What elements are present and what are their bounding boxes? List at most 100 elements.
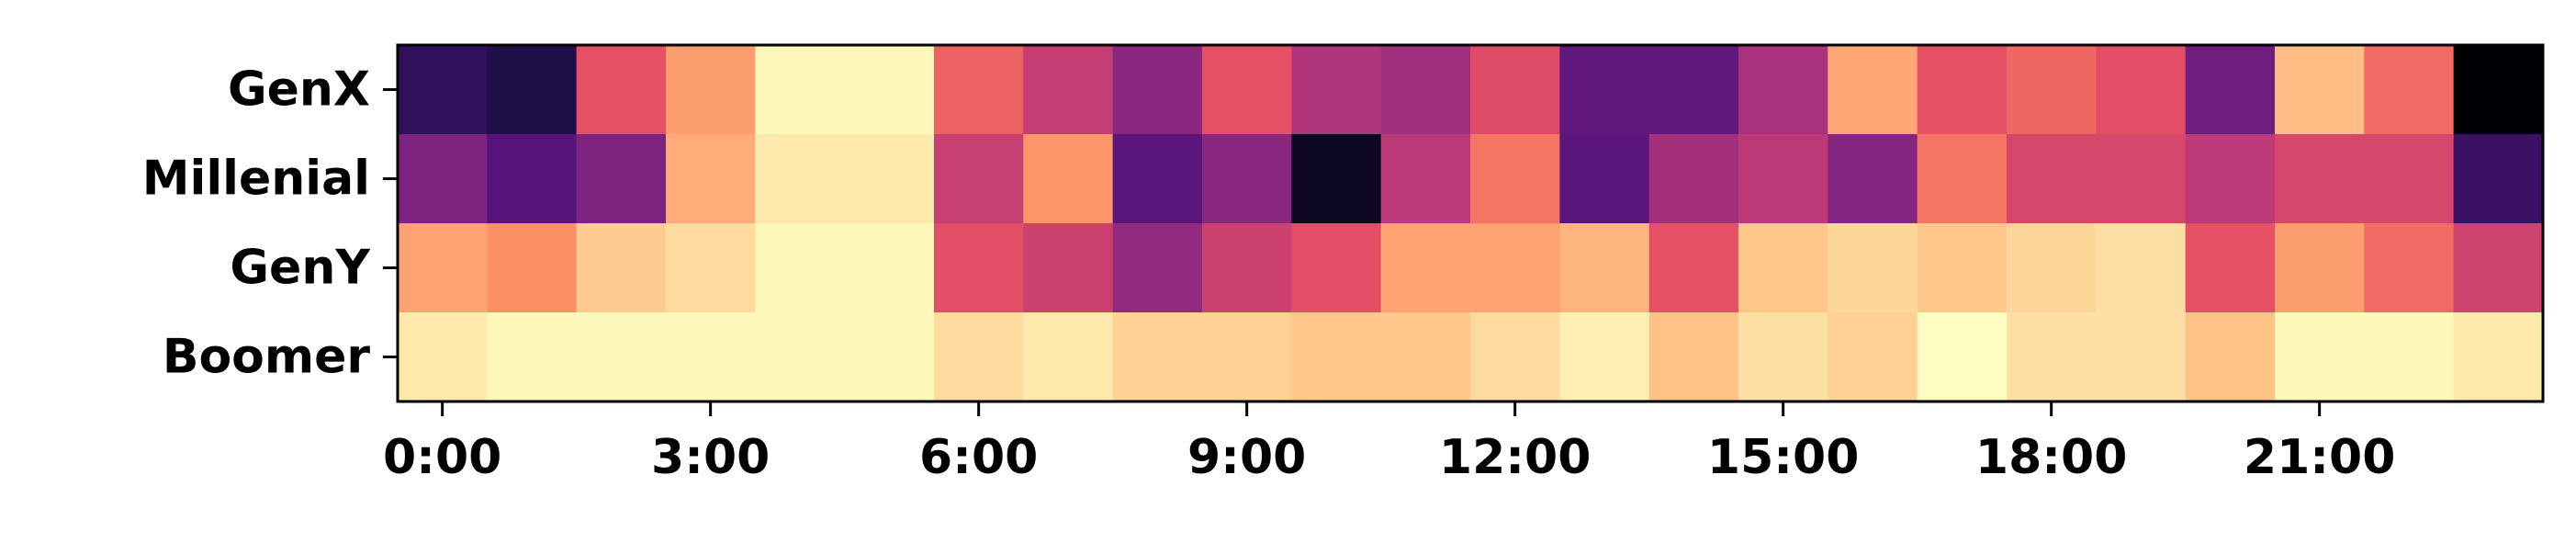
heatmap-cell [844,312,935,402]
heatmap-cell [1648,134,1739,224]
heatmap-cell [1291,134,1382,224]
heatmap-cell [1648,312,1739,402]
heatmap-cell [2275,45,2365,135]
heatmap-cell [1380,134,1471,224]
x-tick-label: 9:00 [1187,430,1306,485]
heatmap-cell [1291,312,1382,402]
heatmap-cell [1470,45,1560,135]
x-tick-label: 3:00 [651,430,770,485]
heatmap-cell [934,45,1024,135]
heatmap-cell [1648,45,1739,135]
heatmap-cell [2453,134,2544,224]
heatmap-cell [2275,223,2365,313]
heatmap-cell [2007,45,2097,135]
heatmap-cell [666,45,756,135]
x-tick-label: 21:00 [2244,430,2396,485]
heatmap-cell [2275,134,2365,224]
heatmap-cell [1380,223,1471,313]
x-tick-label: 12:00 [1439,430,1592,485]
heatmap-cell [1023,134,1114,224]
heatmap-cell [2364,223,2455,313]
heatmap-cell [1828,134,1918,224]
x-tick-label: 0:00 [383,430,501,485]
y-axis: GenX Millenial GenY Boomer [142,62,398,385]
heatmap-cell [487,223,578,313]
heatmap-cell [755,223,846,313]
heatmap-cell [2096,134,2187,224]
heatmap-cell [1470,312,1560,402]
heatmap-cell [398,312,488,402]
heatmap-cell [1648,223,1739,313]
heatmap-cell [2185,134,2276,224]
x-tick-label: 15:00 [1707,430,1860,485]
heatmap-cell [1202,223,1292,313]
heatmap-cell [1202,134,1292,224]
heatmap-cell [2007,312,2097,402]
heatmap-cell [1738,45,1828,135]
x-axis: 0:00 3:00 6:00 9:00 12:00 15:00 18:00 21:00 [383,401,2395,485]
heatmap-cell [1202,45,1292,135]
heatmap-cell [1023,223,1114,313]
heatmap-cell [666,134,756,224]
heatmap-cell [1380,312,1471,402]
heatmap-cell [576,134,667,224]
heatmap-cell [844,134,935,224]
heatmap-cell [1828,223,1918,313]
heatmap-cell [1917,312,2008,402]
heatmap-cell [1917,134,2008,224]
heatmap-cell [1917,223,2008,313]
heatmap-cells [398,45,2544,402]
heatmap-cell [755,45,846,135]
heatmap-cell [666,312,756,402]
heatmap-cell [2096,45,2187,135]
x-tick-label: 6:00 [919,430,1038,485]
heatmap-cell [487,312,578,402]
heatmap-cell [487,45,578,135]
heatmap-cell [666,223,756,313]
heatmap-cell [576,312,667,402]
heatmap-cell [1202,312,1292,402]
heatmap-cell [1559,312,1650,402]
y-tick-label: GenY [230,241,371,296]
heatmap-cell [934,134,1024,224]
heatmap-cell [398,45,488,135]
heatmap-cell [1112,45,1203,135]
heatmap-cell [1023,45,1114,135]
heatmap-cell [1470,223,1560,313]
heatmap-cell [1559,223,1650,313]
y-tick-label: Boomer [163,330,371,385]
heatmap-cell [1738,312,1828,402]
heatmap-cell [755,134,846,224]
heatmap-cell [1112,134,1203,224]
heatmap-cell [1738,134,1828,224]
heatmap-cell [2007,223,2097,313]
heatmap-cell [2096,223,2187,313]
heatmap-cell [1917,45,2008,135]
heatmap-cell [1291,223,1382,313]
heatmap-cell [1828,312,1918,402]
heatmap-cell [398,134,488,224]
heatmap-cell [1738,223,1828,313]
x-tick-label: 18:00 [1975,430,2128,485]
heatmap-cell [1470,134,1560,224]
heatmap-cell [576,223,667,313]
y-tick-label: Millenial [142,152,370,207]
heatmap-cell [1828,45,1918,135]
heatmap-cell [2275,312,2365,402]
heatmap-cell [1112,312,1203,402]
heatmap-cell [1380,45,1471,135]
heatmap-cell [2453,223,2544,313]
heatmap-cell [2007,134,2097,224]
heatmap-cell [2364,312,2455,402]
heatmap-cell [2185,45,2276,135]
heatmap-cell [2453,312,2544,402]
heatmap-cell [1559,45,1650,135]
heatmap-cell [934,223,1024,313]
heatmap-cell [2364,134,2455,224]
heatmap-cell [576,45,667,135]
heatmap-cell [844,45,935,135]
heatmap-cell [934,312,1024,402]
heatmap-cell [398,223,488,313]
heatmap-cell [1112,223,1203,313]
